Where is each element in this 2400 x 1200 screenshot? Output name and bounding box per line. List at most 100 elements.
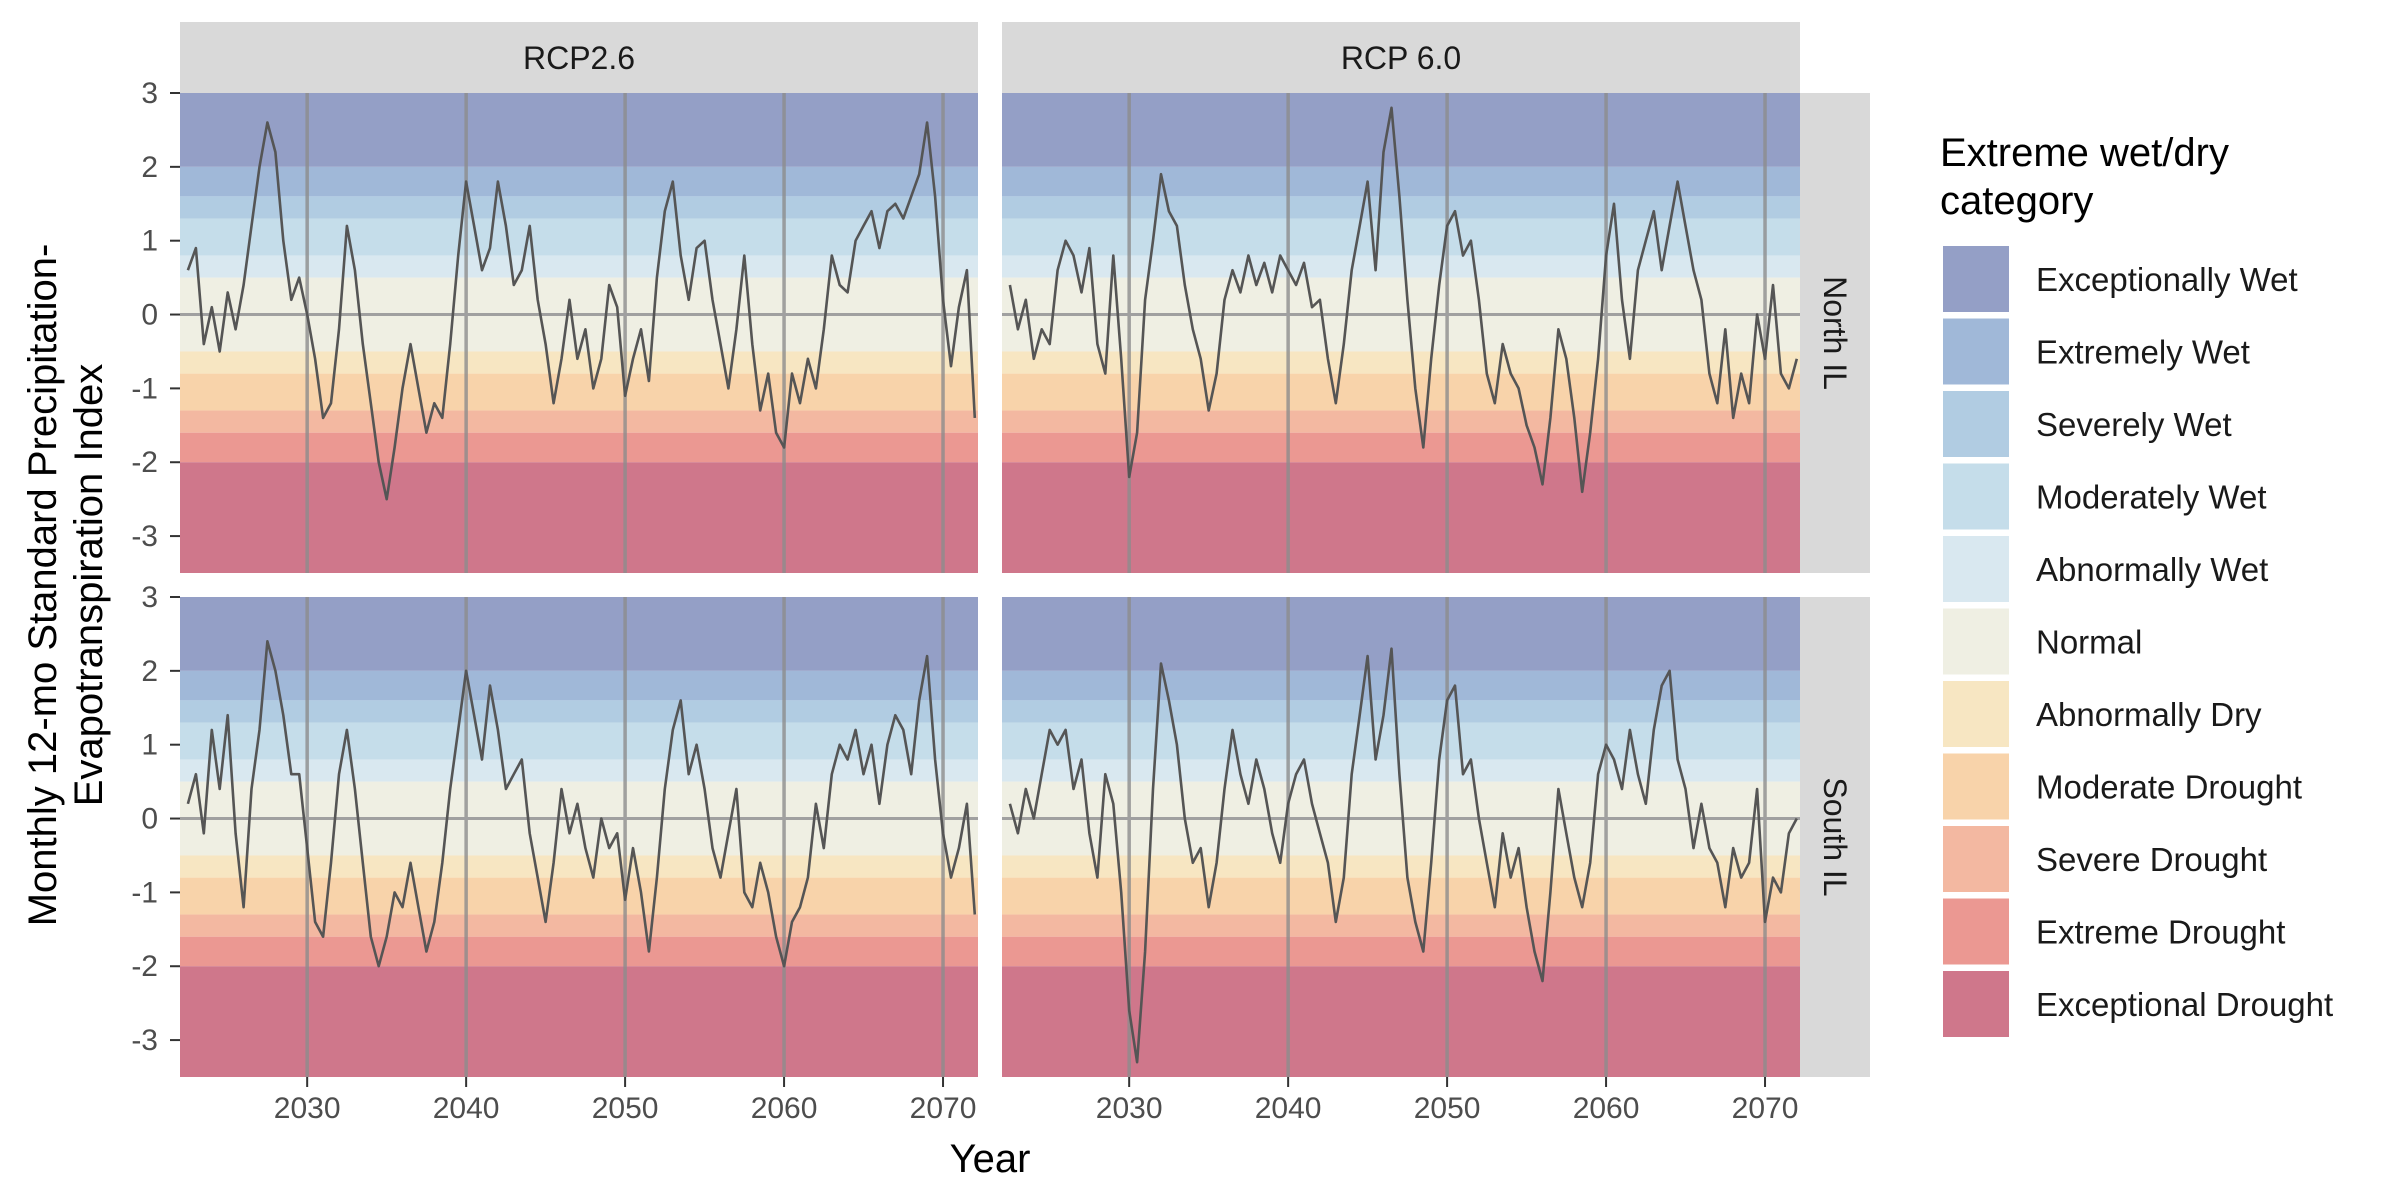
legend-swatch-abnormally-wet: [1941, 534, 2011, 604]
spei-line-rcp26-south-il: [186, 640, 977, 968]
band-exceptionally-wet: [1002, 597, 1800, 671]
legend-label-moderately-wet: Moderately Wet: [2036, 479, 2266, 516]
y-axis-title: Monthly 12-mo Standard Precipitation- Ev…: [21, 244, 111, 927]
band-severe-drought: [1002, 410, 1800, 433]
strip-label-north-il: North IL: [1817, 276, 1853, 390]
band-exceptional-drought: [180, 966, 978, 1077]
x-tick-label: 2060: [751, 1092, 818, 1125]
band-exceptional-drought: [1002, 462, 1800, 573]
band-abnormally-wet: [180, 255, 978, 278]
band-extremely-wet: [180, 670, 978, 701]
panel-rcp26-south-il: [180, 597, 978, 1077]
x-tick-label: 2060: [1573, 1092, 1640, 1125]
band-moderate-drought: [180, 877, 978, 915]
band-abnormally-dry: [1002, 855, 1800, 878]
band-abnormally-dry: [180, 351, 978, 374]
band-severe-drought: [1002, 914, 1800, 937]
y-tick-label: 2: [141, 151, 158, 184]
legend-label-abnormally-dry: Abnormally Dry: [2036, 696, 2262, 733]
legend-label-extreme-drought: Extreme Drought: [2036, 914, 2285, 951]
legend-swatch-severe-drought: [1941, 824, 2011, 894]
legend-swatch-moderately-wet: [1941, 461, 2011, 532]
x-tick-label: 2070: [910, 1092, 977, 1125]
legend-swatch-moderate-drought: [1941, 751, 2011, 822]
band-severe-drought: [180, 914, 978, 937]
strip-top-rcp26: [180, 22, 978, 93]
x-tick-label: 2050: [1414, 1092, 1481, 1125]
y-tick-label: 0: [141, 299, 158, 332]
band-exceptionally-wet: [180, 597, 978, 671]
panel-rcp60-south-il: [1002, 597, 1800, 1077]
band-severely-wet: [180, 196, 978, 219]
band-severely-wet: [180, 700, 978, 723]
y-tick-label: 3: [141, 581, 158, 614]
x-tick-marks: [306, 1077, 1767, 1087]
y-tick-label: 1: [141, 729, 158, 762]
panel-rcp60-north-il: [1002, 93, 1800, 573]
legend-swatch-extreme-drought: [1941, 896, 2011, 967]
band-moderate-drought: [180, 373, 978, 411]
legend-swatch-exceptional-drought: [1941, 969, 2011, 1039]
y-tick-label: -1: [131, 372, 158, 405]
band-moderately-wet: [180, 218, 978, 256]
strip-top-rcp60: [1002, 22, 1800, 93]
band-abnormally-wet: [1002, 255, 1800, 278]
band-extremely-wet: [1002, 166, 1800, 197]
band-abnormally-dry: [180, 855, 978, 878]
strip-label-rcp26: RCP2.6: [523, 40, 635, 76]
y-tick-label: -2: [131, 950, 158, 983]
band-extremely-wet: [1002, 670, 1800, 701]
strip-label-south-il: South IL: [1817, 777, 1853, 896]
legend-label-exceptional-drought: Exceptional Drought: [2036, 986, 2333, 1023]
x-tick-label: 2040: [1255, 1092, 1322, 1125]
y-tick-label: -2: [131, 446, 158, 479]
x-axis-left: 2030 2040 2050 2060 2070: [274, 1092, 977, 1125]
legend-label-abnormally-wet: Abnormally Wet: [2036, 551, 2268, 588]
y-tick-label: -3: [131, 520, 158, 553]
band-severely-wet: [1002, 700, 1800, 723]
band-exceptionally-wet: [180, 93, 978, 167]
strip-right-south-il: [1800, 597, 1870, 1077]
y-tick-label: 0: [141, 803, 158, 836]
x-tick-label: 2070: [1732, 1092, 1799, 1125]
y-axis-title-line-2: Evapotranspiration Index: [67, 364, 111, 807]
legend-label-severe-drought: Severe Drought: [2036, 841, 2267, 878]
band-extreme-drought: [1002, 936, 1800, 967]
y-tick-label: 2: [141, 655, 158, 688]
legend-label-severely-wet: Severely Wet: [2036, 406, 2232, 443]
bands-rcp60-south-il: [1002, 597, 1800, 1077]
band-extremely-wet: [180, 166, 978, 197]
band-severe-drought: [180, 410, 978, 433]
bands-rcp26-north-il: [180, 93, 978, 573]
band-extreme-drought: [180, 936, 978, 967]
spei-line-rcp26-north-il: [186, 121, 977, 501]
x-axis-title: Year: [950, 1137, 1031, 1181]
band-abnormally-wet: [180, 759, 978, 782]
legend-title-line-2: category: [1940, 179, 2093, 223]
y-tick-label: -1: [131, 876, 158, 909]
band-moderately-wet: [1002, 722, 1800, 760]
legend-label-exceptionally-wet: Exceptionally Wet: [2036, 261, 2298, 298]
band-extreme-drought: [1002, 432, 1800, 463]
legend-label-normal: Normal: [2036, 624, 2142, 661]
y-tick-label: -3: [131, 1024, 158, 1057]
y-axis-title-line-1: Monthly 12-mo Standard Precipitation-: [21, 244, 65, 927]
band-exceptionally-wet: [1002, 93, 1800, 167]
legend-title-line-1: Extreme wet/dry: [1940, 131, 2229, 175]
x-tick-label: 2030: [1096, 1092, 1163, 1125]
legend-swatch-exceptionally-wet: [1941, 244, 2011, 314]
x-tick-label: 2040: [433, 1092, 500, 1125]
y-tick-label: 3: [141, 77, 158, 110]
x-tick-label: 2050: [592, 1092, 659, 1125]
legend-label-moderate-drought: Moderate Drought: [2036, 769, 2302, 806]
y-axis-top: 3 2 1 0 -1 -2 -3: [131, 77, 158, 553]
x-tick-label: 2030: [274, 1092, 341, 1125]
strip-label-rcp60: RCP 6.0: [1341, 40, 1461, 76]
bands-rcp60-north-il: [1002, 93, 1800, 573]
year-lines-rcp60-north-il: [1127, 93, 1767, 573]
legend-label-extremely-wet: Extremely Wet: [2036, 334, 2250, 371]
year-lines-rcp26-north-il: [305, 93, 945, 573]
band-exceptional-drought: [1002, 966, 1800, 1077]
band-exceptional-drought: [180, 462, 978, 573]
